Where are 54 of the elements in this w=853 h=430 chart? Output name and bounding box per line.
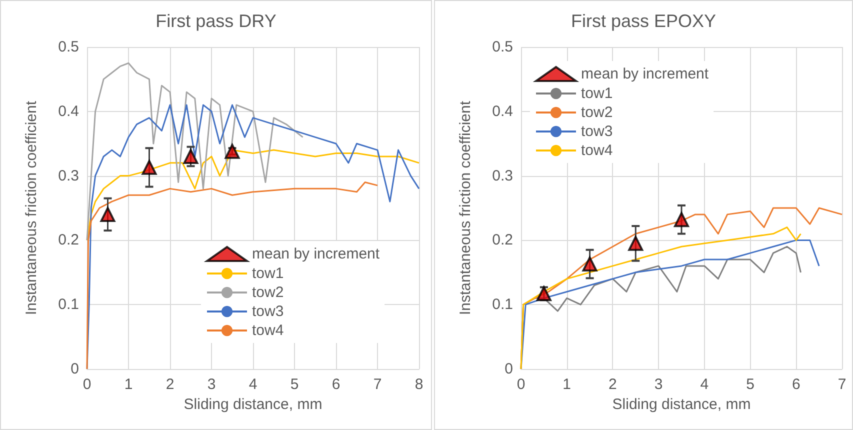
- line-series: [86, 181, 378, 370]
- point: [142, 160, 157, 175]
- y-tick-label: 0: [504, 360, 513, 378]
- y-tick-label: 0.3: [492, 167, 513, 184]
- point: [224, 144, 240, 159]
- y-tick-label: 0.5: [492, 38, 513, 56]
- legend-label: tow4: [252, 322, 284, 339]
- legend-label: tow4: [581, 142, 613, 159]
- legend-label: tow2: [252, 284, 284, 301]
- point: [582, 256, 598, 272]
- x-tick-label: 2: [608, 376, 617, 393]
- legend-label: mean by increment: [252, 246, 380, 262]
- y-tick-label: 0.5: [58, 38, 79, 56]
- y-tick-label: 0.1: [58, 296, 79, 314]
- legend-label: tow2: [581, 104, 613, 121]
- y-tick-label: 0: [70, 360, 79, 378]
- point: [628, 236, 644, 251]
- chart-title: First pass DRY: [156, 11, 276, 31]
- x-tick-label: 4: [700, 376, 709, 393]
- point: [183, 148, 198, 164]
- x-tick-label: 2: [166, 376, 174, 393]
- x-tick-label: 1: [124, 376, 133, 393]
- legend-label: tow3: [252, 303, 284, 320]
- legend-label: mean by increment: [581, 66, 710, 82]
- point: [100, 206, 116, 222]
- x-tick-label: 7: [838, 376, 846, 393]
- point: [674, 212, 689, 228]
- y-axis-title: Instantaneous friction coefficient: [457, 100, 474, 316]
- x-tick-label: 0: [516, 376, 526, 393]
- chart-title: First pass EPOXY: [570, 11, 716, 31]
- x-tick-label: 6: [332, 376, 340, 393]
- y-tick-label: 0.3: [58, 167, 79, 184]
- x-tick-label: 4: [248, 376, 258, 393]
- y-axis-title: Instantaneous friction coefficient: [23, 100, 40, 316]
- x-tick-label: 3: [207, 376, 216, 393]
- x-tick-label: 3: [654, 376, 663, 393]
- x-tick-label: 0: [82, 376, 92, 393]
- x-axis-title: Sliding distance, mm: [612, 396, 751, 413]
- line-series: [86, 62, 304, 241]
- x-axis-title: Sliding distance, mm: [184, 396, 322, 413]
- y-tick-label: 0.4: [492, 102, 513, 120]
- x-tick-label: 5: [290, 376, 299, 393]
- legend-label: tow3: [581, 123, 613, 140]
- y-tick-label: 0.1: [492, 296, 513, 314]
- y-tick-label: 0.2: [492, 232, 513, 249]
- x-tick-label: 7: [373, 376, 382, 393]
- legend-label: tow1: [252, 265, 284, 282]
- y-tick-label: 0.2: [58, 232, 79, 249]
- x-tick-label: 1: [562, 376, 572, 393]
- x-tick-label: 8: [414, 376, 424, 393]
- x-tick-label: 6: [792, 376, 800, 393]
- y-tick-label: 0.4: [58, 102, 79, 120]
- x-tick-label: 5: [746, 376, 754, 393]
- legend-label: tow1: [581, 85, 613, 102]
